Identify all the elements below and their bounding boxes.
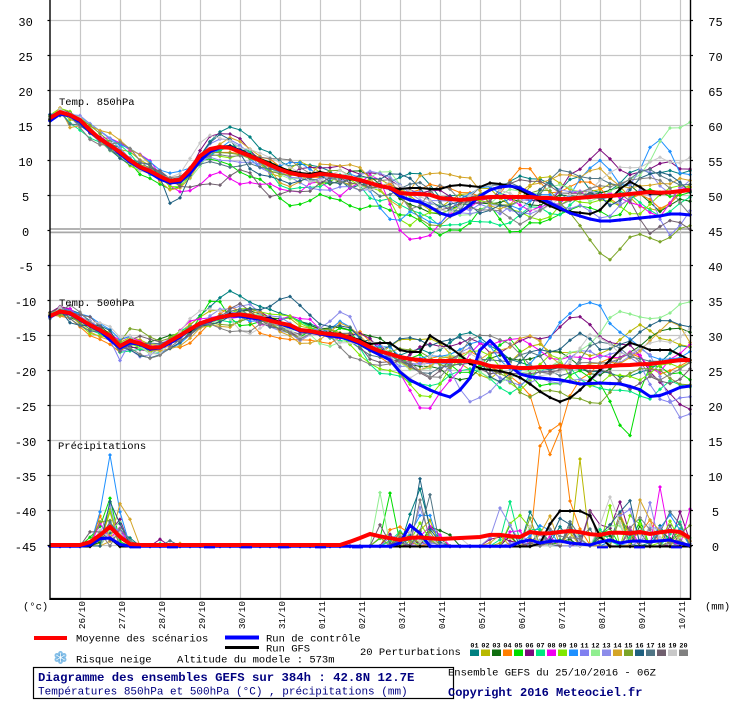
svg-text:20: 20: [18, 86, 32, 100]
svg-text:02/11: 02/11: [357, 601, 368, 630]
svg-text:Diagramme des ensembles GEFS s: Diagramme des ensembles GEFS sur 384h : …: [38, 671, 414, 685]
svg-text:5: 5: [22, 191, 29, 205]
svg-text:-15: -15: [15, 331, 37, 345]
svg-text:70: 70: [708, 51, 722, 65]
svg-text:0: 0: [22, 226, 29, 240]
svg-text:12: 12: [591, 643, 599, 651]
svg-text:28/10: 28/10: [157, 601, 168, 630]
svg-text:-20: -20: [15, 366, 37, 380]
svg-text:03/11: 03/11: [397, 601, 408, 630]
svg-text:-25: -25: [15, 401, 37, 415]
svg-text:Run de contrôle: Run de contrôle: [266, 634, 361, 646]
svg-text:19: 19: [668, 643, 676, 651]
svg-text:04: 04: [503, 643, 511, 651]
svg-text:Ensemble GEFS du 25/10/2016 -: Ensemble GEFS du 25/10/2016 - 06Z: [448, 668, 656, 680]
svg-text:10: 10: [569, 643, 577, 651]
svg-text:13: 13: [602, 643, 610, 651]
svg-text:-30: -30: [15, 436, 37, 450]
svg-text:75: 75: [708, 16, 722, 30]
svg-text:14: 14: [613, 643, 621, 651]
svg-text:Altitude du modele : 573m: Altitude du modele : 573m: [177, 655, 335, 667]
svg-text:31/10: 31/10: [277, 601, 288, 630]
svg-text:27/10: 27/10: [117, 601, 128, 630]
svg-text:35: 35: [708, 296, 722, 310]
svg-text:60: 60: [708, 121, 722, 135]
svg-text:06: 06: [525, 643, 533, 651]
svg-text:20: 20: [679, 643, 687, 651]
svg-text:07: 07: [536, 643, 544, 651]
svg-text:Temp. 850hPa: Temp. 850hPa: [59, 97, 135, 109]
svg-text:Températures 850hPa et 500hPa: Températures 850hPa et 500hPa (°C) , pré…: [38, 687, 408, 699]
svg-text:07/11: 07/11: [557, 601, 568, 630]
svg-text:55: 55: [708, 156, 722, 170]
svg-text:0: 0: [712, 541, 719, 555]
svg-text:30: 30: [708, 331, 722, 345]
svg-text:20 Perturbations: 20 Perturbations: [360, 647, 461, 659]
svg-text:26/10: 26/10: [77, 601, 88, 630]
svg-text:09: 09: [558, 643, 566, 651]
svg-text:40: 40: [708, 261, 722, 275]
svg-text:03: 03: [492, 643, 500, 651]
svg-text:17: 17: [646, 643, 654, 651]
svg-text:29/10: 29/10: [197, 601, 208, 630]
svg-text:25: 25: [708, 366, 722, 380]
svg-text:50: 50: [708, 191, 722, 205]
svg-text:-40: -40: [15, 506, 37, 520]
svg-text:15: 15: [18, 121, 32, 135]
svg-text:01/11: 01/11: [317, 601, 328, 630]
svg-text:15: 15: [624, 643, 632, 651]
svg-text:20: 20: [708, 401, 722, 415]
svg-text:05/11: 05/11: [477, 601, 488, 630]
svg-text:30/10: 30/10: [237, 601, 248, 630]
svg-text:11: 11: [580, 643, 588, 651]
svg-text:65: 65: [708, 86, 722, 100]
svg-text:Risque neige: Risque neige: [76, 655, 152, 667]
svg-text:Temp. 500hPa: Temp. 500hPa: [59, 298, 135, 310]
svg-text:Run GFS: Run GFS: [266, 644, 310, 656]
svg-text:-35: -35: [15, 471, 37, 485]
svg-text:45: 45: [708, 226, 722, 240]
svg-text:(mm): (mm): [705, 602, 730, 614]
svg-text:Précipitations: Précipitations: [58, 441, 146, 453]
svg-text:Moyenne des scénarios: Moyenne des scénarios: [76, 634, 208, 646]
svg-text:Copyright 2016 Meteociel.fr: Copyright 2016 Meteociel.fr: [448, 686, 642, 700]
svg-text:-45: -45: [15, 541, 37, 555]
svg-text:-5: -5: [18, 261, 32, 275]
svg-text:15: 15: [708, 436, 722, 450]
svg-text:06/11: 06/11: [517, 601, 528, 630]
svg-text:04/11: 04/11: [437, 601, 448, 630]
svg-text:01: 01: [470, 643, 478, 651]
svg-text:5: 5: [712, 506, 719, 520]
svg-text:25: 25: [18, 51, 32, 65]
svg-text:18: 18: [657, 643, 665, 651]
svg-text:10/11: 10/11: [677, 601, 688, 630]
svg-text:09/11: 09/11: [637, 601, 648, 630]
svg-text:30: 30: [18, 16, 32, 30]
svg-text:05: 05: [514, 643, 522, 651]
svg-text:10: 10: [18, 156, 32, 170]
svg-text:-10: -10: [15, 296, 37, 310]
svg-text:16: 16: [635, 643, 643, 651]
svg-text:02: 02: [481, 643, 489, 651]
svg-text:08/11: 08/11: [597, 601, 608, 630]
svg-text:08: 08: [547, 643, 555, 651]
svg-text:10: 10: [708, 471, 722, 485]
svg-text:(°c): (°c): [23, 602, 48, 614]
